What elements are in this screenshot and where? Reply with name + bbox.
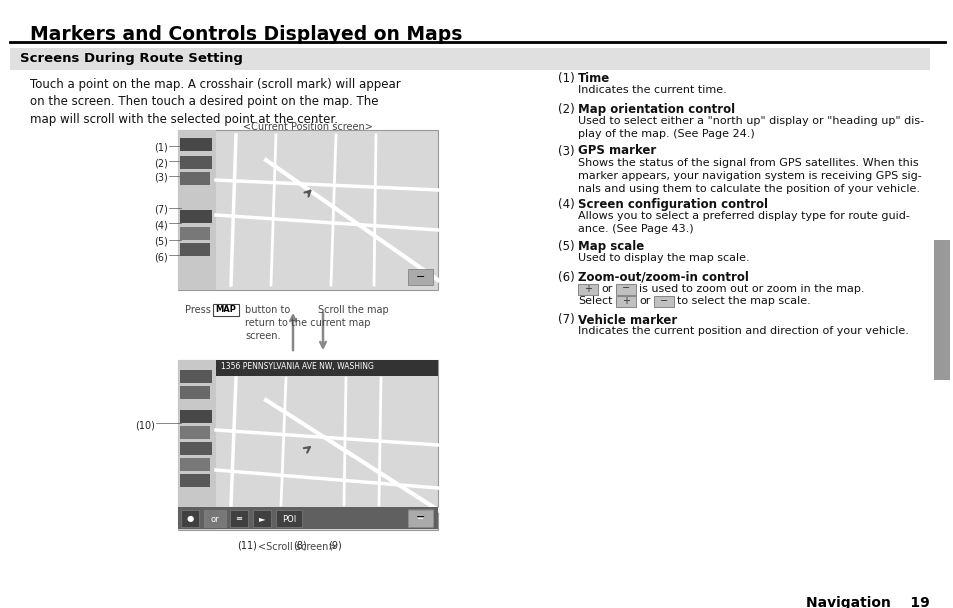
Text: Map scale: Map scale xyxy=(578,240,643,253)
Text: Touch a point on the map. A crosshair (scroll mark) will appear
on the screen. T: Touch a point on the map. A crosshair (s… xyxy=(30,78,400,126)
Text: (7): (7) xyxy=(558,314,574,326)
Text: (5): (5) xyxy=(154,237,168,247)
Text: Time: Time xyxy=(578,72,610,85)
Text: Screens During Route Setting: Screens During Route Setting xyxy=(20,52,243,65)
Text: or: or xyxy=(600,283,612,294)
Text: ≡: ≡ xyxy=(235,514,242,523)
Text: (11): (11) xyxy=(236,541,256,551)
Text: Allows you to select a preferred display type for route guid-
ance. (See Page 43: Allows you to select a preferred display… xyxy=(578,211,909,234)
Text: (10): (10) xyxy=(135,420,154,430)
Text: −: − xyxy=(416,514,423,523)
Text: MAP: MAP xyxy=(215,305,236,314)
Bar xyxy=(213,304,239,316)
Text: (8): (8) xyxy=(293,541,307,551)
Text: −: − xyxy=(621,283,629,294)
Text: (4): (4) xyxy=(558,198,574,211)
Bar xyxy=(180,410,212,423)
Bar xyxy=(178,360,437,530)
Text: (7): (7) xyxy=(154,205,168,215)
Text: +: + xyxy=(621,296,629,306)
Bar xyxy=(180,172,210,185)
Bar xyxy=(230,510,248,527)
Text: Zoom-out/zoom-in control: Zoom-out/zoom-in control xyxy=(578,271,748,283)
Text: <Scroll screen>: <Scroll screen> xyxy=(257,542,336,552)
Text: +: + xyxy=(583,283,592,294)
Text: or: or xyxy=(639,296,650,306)
Text: Navigation    19: Navigation 19 xyxy=(805,596,929,608)
Text: 1356 PENNSYLVANIA AVE NW, WASHING: 1356 PENNSYLVANIA AVE NW, WASHING xyxy=(221,362,374,371)
Text: −: − xyxy=(416,512,425,522)
Bar xyxy=(10,48,929,70)
Bar xyxy=(616,283,636,294)
Text: (2): (2) xyxy=(558,103,574,116)
Text: Select: Select xyxy=(578,296,612,306)
Bar xyxy=(654,296,673,307)
Bar xyxy=(178,507,437,529)
Bar xyxy=(180,370,212,383)
Bar xyxy=(275,510,302,527)
Text: (3): (3) xyxy=(154,173,168,183)
Bar xyxy=(253,510,271,527)
Text: Screen configuration control: Screen configuration control xyxy=(578,198,767,211)
Text: (5): (5) xyxy=(558,240,574,253)
Text: <Current Position screen>: <Current Position screen> xyxy=(243,122,373,132)
Bar xyxy=(181,510,199,527)
Text: ●: ● xyxy=(186,514,193,523)
Text: −: − xyxy=(659,296,667,306)
Text: to select the map scale.: to select the map scale. xyxy=(677,296,810,306)
Text: (2): (2) xyxy=(154,158,168,168)
Bar xyxy=(178,130,215,290)
Bar xyxy=(180,156,212,169)
Text: (1): (1) xyxy=(154,143,168,153)
Bar xyxy=(180,442,212,455)
Text: (9): (9) xyxy=(328,541,341,551)
Bar xyxy=(933,240,949,380)
Bar xyxy=(180,243,210,256)
Text: (3): (3) xyxy=(558,145,574,157)
Bar xyxy=(578,283,598,294)
Text: (6): (6) xyxy=(154,252,168,262)
Text: Markers and Controls Displayed on Maps: Markers and Controls Displayed on Maps xyxy=(30,25,462,44)
Bar xyxy=(408,510,433,527)
Text: (6): (6) xyxy=(558,271,574,283)
Bar xyxy=(178,130,437,290)
Bar xyxy=(180,386,210,399)
Bar xyxy=(180,474,210,487)
Bar xyxy=(408,269,433,285)
Text: Indicates the current time.: Indicates the current time. xyxy=(578,85,726,95)
Bar xyxy=(180,210,212,223)
Bar xyxy=(180,458,210,471)
Text: button to
return to the current map
screen.: button to return to the current map scre… xyxy=(245,305,370,342)
Bar xyxy=(180,227,210,240)
Text: POI: POI xyxy=(281,514,295,523)
Text: (4): (4) xyxy=(154,220,168,230)
Text: GPS marker: GPS marker xyxy=(578,145,656,157)
Bar xyxy=(204,510,226,527)
Text: Map orientation control: Map orientation control xyxy=(578,103,735,116)
Text: or: or xyxy=(211,514,219,523)
Text: (1): (1) xyxy=(558,72,574,85)
Text: Vehicle marker: Vehicle marker xyxy=(578,314,677,326)
Text: Shows the status of the signal from GPS satellites. When this
marker appears, yo: Shows the status of the signal from GPS … xyxy=(578,157,921,194)
Text: ►: ► xyxy=(258,514,265,523)
Text: Used to display the map scale.: Used to display the map scale. xyxy=(578,253,749,263)
Bar xyxy=(180,426,210,439)
Text: Used to select either a "north up" display or "heading up" dis-
play of the map.: Used to select either a "north up" displ… xyxy=(578,116,923,139)
Text: is used to zoom out or zoom in the map.: is used to zoom out or zoom in the map. xyxy=(639,283,863,294)
Bar xyxy=(408,509,433,525)
Text: Indicates the current position and direction of your vehicle.: Indicates the current position and direc… xyxy=(578,326,908,336)
Bar xyxy=(215,360,437,376)
Text: Scroll the map: Scroll the map xyxy=(317,305,388,315)
Bar xyxy=(178,360,215,530)
Text: Press: Press xyxy=(185,305,211,315)
Bar xyxy=(180,138,212,151)
Text: −: − xyxy=(416,272,425,282)
Bar xyxy=(616,296,636,307)
